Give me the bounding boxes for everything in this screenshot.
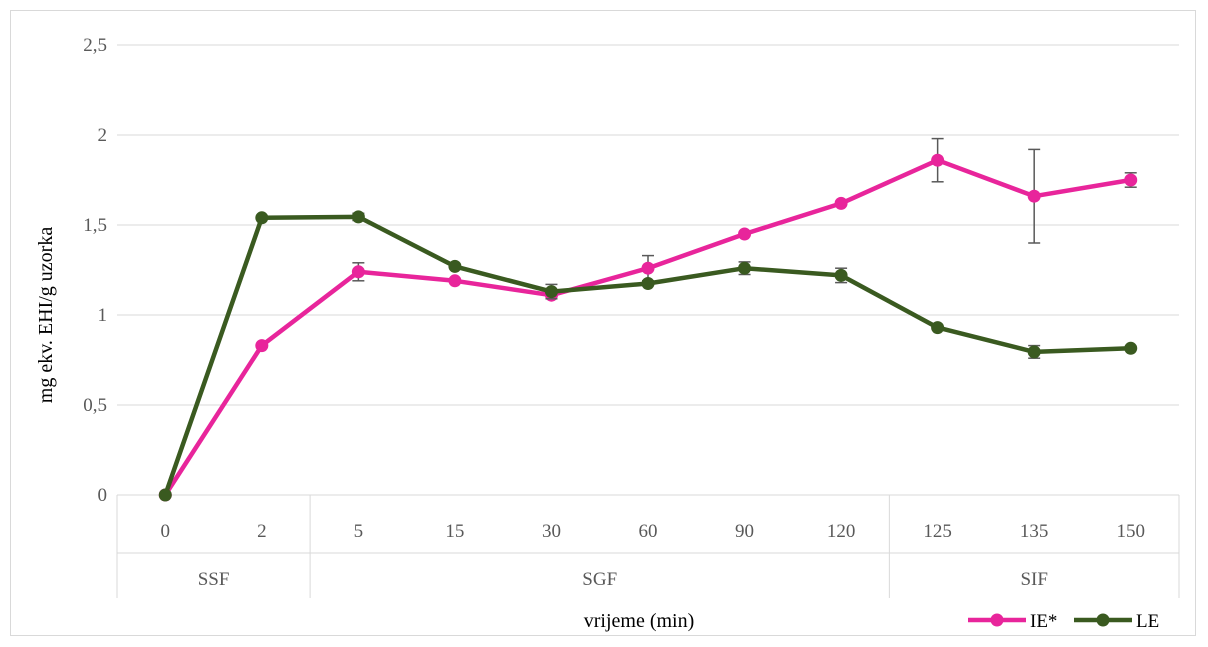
chart-frame <box>10 10 1196 636</box>
data-point <box>1124 341 1138 355</box>
data-point <box>834 196 848 210</box>
y-tick-label: 2,5 <box>83 35 107 56</box>
data-point <box>448 274 462 288</box>
data-point <box>158 488 172 502</box>
data-point <box>641 261 655 275</box>
data-point <box>351 265 365 279</box>
gridlines <box>117 44 1179 406</box>
x-tick-label: 60 <box>639 521 658 542</box>
legend: IE* LE <box>968 611 1159 632</box>
data-point <box>351 210 365 224</box>
x-tick-label: 15 <box>445 521 464 542</box>
data-point <box>544 285 558 299</box>
y-tick-label: 1 <box>98 305 108 326</box>
x-tick-label: 5 <box>354 521 364 542</box>
data-point <box>1124 173 1138 187</box>
group-label: SIF <box>1020 569 1047 590</box>
x-axis-title: vrijeme (min) <box>584 610 695 632</box>
data-point <box>738 261 752 275</box>
y-tick-label: 0 <box>98 485 108 506</box>
series-line <box>163 157 1133 498</box>
series-lines <box>158 137 1138 502</box>
x-tick-label: 30 <box>542 521 561 542</box>
legend-item: IE* <box>968 611 1057 632</box>
series-le <box>158 210 1138 502</box>
data-point <box>1027 345 1041 359</box>
y-axis-ticks: 0 0,5 1 1,5 2 2,5 <box>83 35 107 506</box>
legend-item: LE <box>1074 611 1159 632</box>
group-label: SGF <box>582 569 617 590</box>
legend-label: IE* <box>1030 611 1057 632</box>
y-tick-label: 1,5 <box>83 215 107 236</box>
x-tick-label: 90 <box>735 521 754 542</box>
data-point <box>448 259 462 273</box>
legend-swatch-marker <box>1096 613 1110 627</box>
group-label: SSF <box>198 569 230 590</box>
data-point <box>834 268 848 282</box>
data-point <box>641 277 655 290</box>
data-point <box>931 321 945 335</box>
x-tick-label: 120 <box>827 521 856 542</box>
data-point <box>1027 189 1041 203</box>
x-tick-label: 2 <box>257 521 267 542</box>
x-tick-label: 0 <box>161 521 171 542</box>
y-tick-label: 0,5 <box>83 395 107 416</box>
y-tick-label: 2 <box>98 125 108 146</box>
x-tick-label: 125 <box>923 521 952 542</box>
data-point <box>738 227 752 241</box>
data-point <box>255 339 269 353</box>
data-point <box>255 211 269 225</box>
x-tick-label: 135 <box>1020 521 1049 542</box>
series-ie <box>158 137 1138 502</box>
x-axis: 0 2 5 15 30 60 90 120 125 135 150 SSF SGF SIF <box>116 494 1180 598</box>
y-axis-title: mg ekv. EHI/g uzorka <box>35 227 57 404</box>
legend-swatch-marker <box>990 613 1004 627</box>
x-tick-label: 150 <box>1116 521 1145 542</box>
legend-label: LE <box>1136 611 1159 632</box>
data-point <box>931 153 945 167</box>
